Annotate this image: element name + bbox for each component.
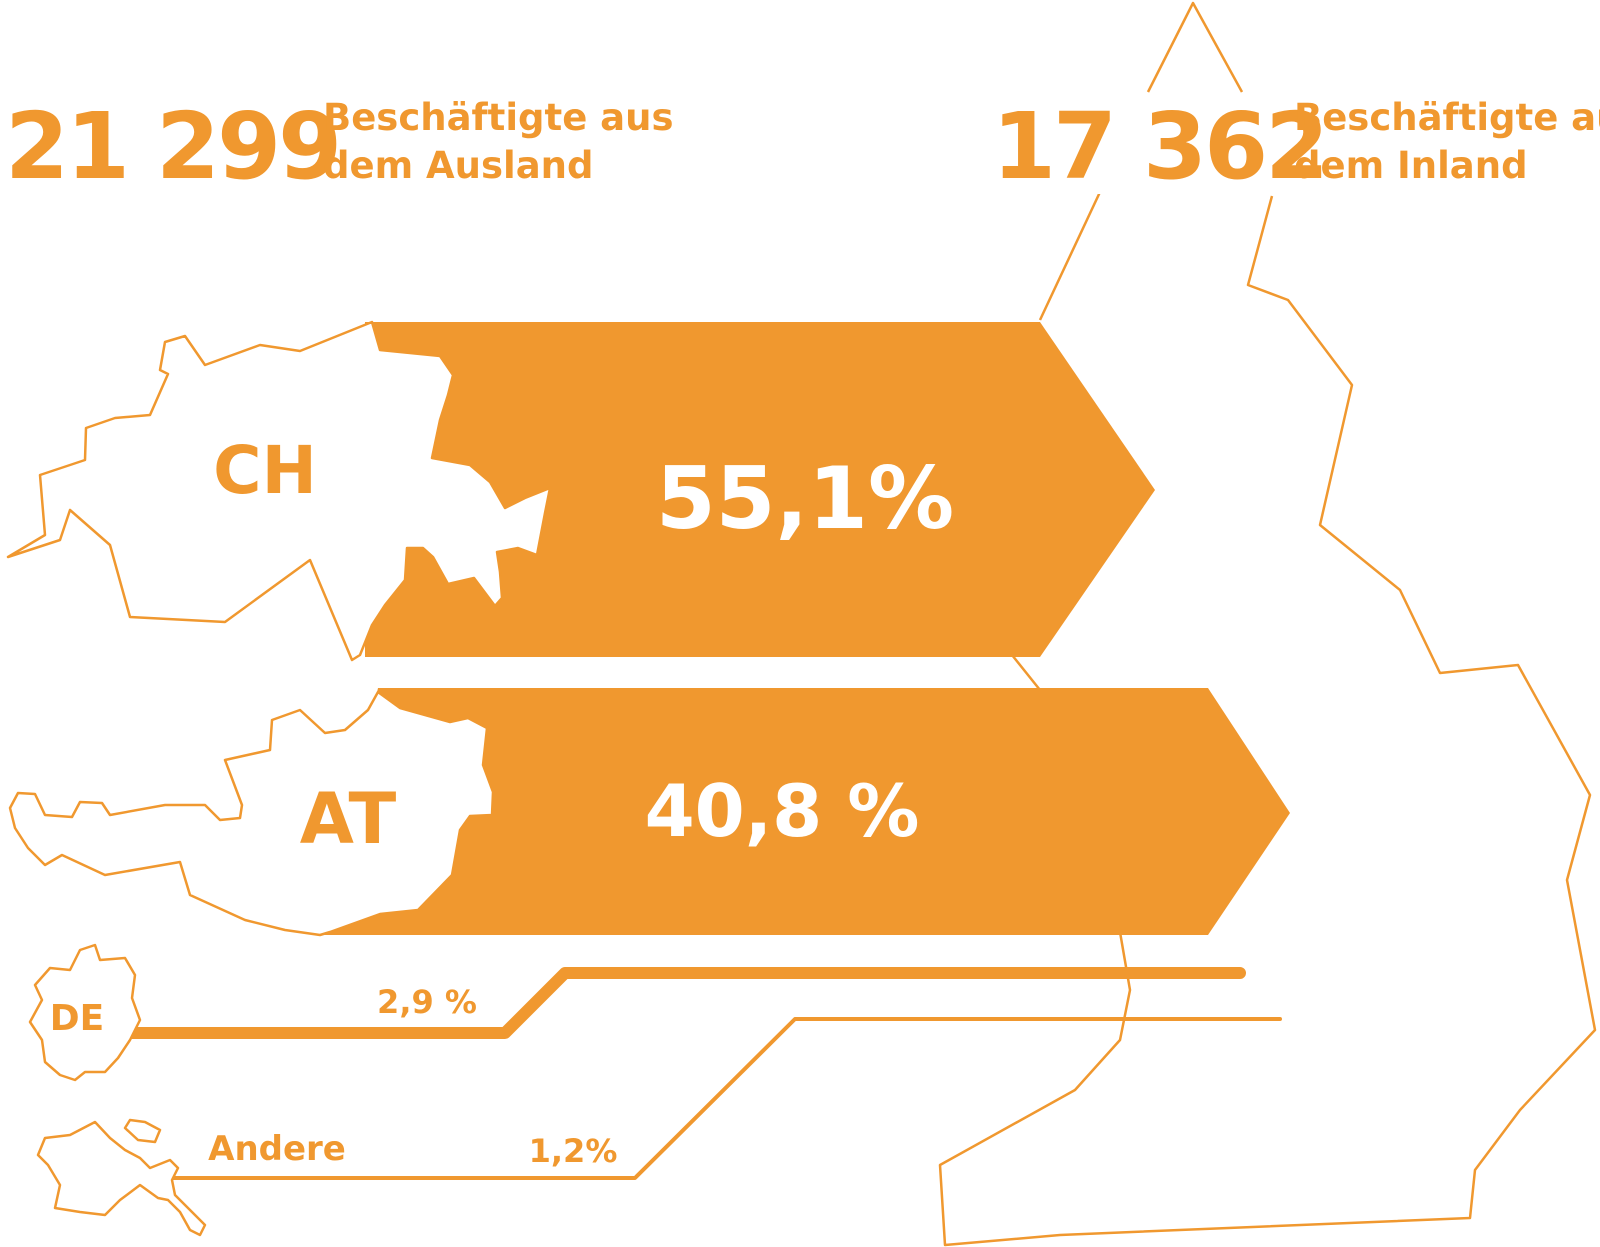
bar-at-label: AT — [300, 778, 397, 860]
bar-ch-shape — [365, 322, 1155, 657]
header-abroad: 21 299 Beschäftigte aus dem Ausland — [5, 93, 674, 200]
abroad-caption-line2: dem Ausland — [323, 144, 594, 187]
liechtenstein-outline — [938, 1, 1597, 1247]
header-domestic-backdrop — [985, 96, 1585, 194]
bar-andere: Andere 1,2% — [36, 1017, 1282, 1237]
domestic-count: 17 362 — [992, 93, 1326, 200]
bar-de-label: DE — [50, 998, 104, 1039]
bar-ch: CH 55,1% — [6, 320, 1155, 662]
abroad-caption-line1: Beschäftigte aus — [323, 96, 674, 139]
switzerland-map-icon — [6, 320, 552, 662]
bar-andere-label: Andere — [208, 1129, 346, 1169]
austria-map-icon — [8, 690, 495, 937]
bar-de-line — [109, 967, 1246, 1039]
header-domestic: 17 362 Beschäftigte aus dem Inland — [985, 93, 1600, 200]
bar-at-shape — [322, 688, 1290, 935]
bar-at: AT 40,8 % — [8, 688, 1290, 937]
bar-at-value-label: 40,8 % — [645, 769, 920, 853]
other-countries-map-icon — [36, 1118, 207, 1237]
bar-ch-value-label: 55,1% — [656, 449, 954, 549]
bar-de: DE 2,9 % — [28, 943, 1246, 1082]
domestic-caption-line2: dem Inland — [1294, 144, 1528, 187]
bar-ch-label: CH — [213, 432, 317, 509]
germany-map-icon — [28, 943, 142, 1082]
bar-andere-value-label: 1,2% — [529, 1132, 618, 1170]
bar-andere-line — [118, 1017, 1282, 1180]
abroad-count: 21 299 — [5, 93, 339, 200]
domestic-caption-line1: Beschäftigte aus — [1294, 96, 1600, 139]
bar-de-value-label: 2,9 % — [377, 983, 477, 1021]
